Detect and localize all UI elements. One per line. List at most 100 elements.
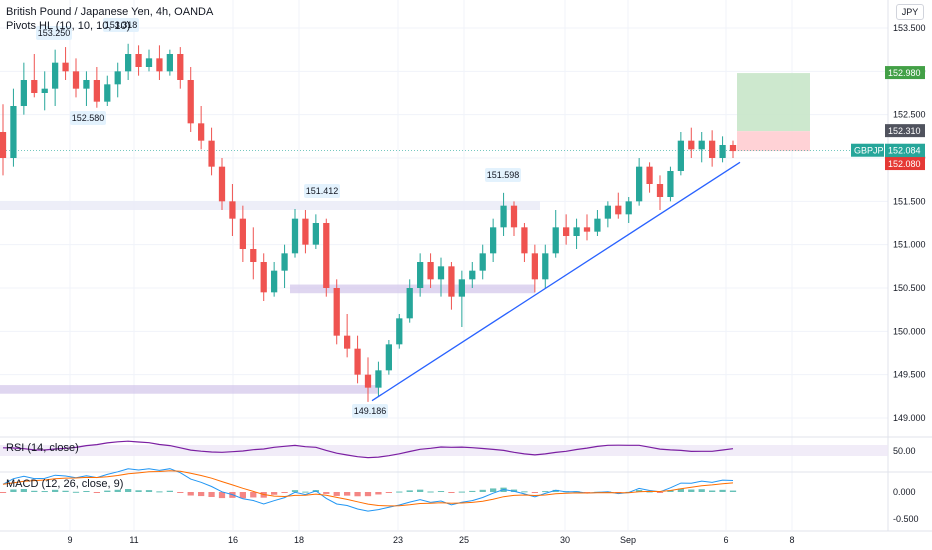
candle bbox=[667, 166, 674, 202]
candle-body bbox=[135, 54, 142, 67]
candle-body bbox=[114, 71, 121, 85]
x-tick-label: 25 bbox=[459, 535, 469, 545]
candle-body bbox=[521, 227, 528, 254]
support-zone-low bbox=[0, 385, 378, 394]
candle bbox=[250, 227, 257, 280]
y-tick-label: 149.000 bbox=[893, 413, 926, 423]
entry-price-tag-box bbox=[885, 124, 925, 138]
pivot-label: 153.250 bbox=[38, 28, 71, 38]
candle-body bbox=[156, 58, 163, 72]
macd-histogram-bar bbox=[10, 489, 17, 492]
candle-body bbox=[198, 123, 205, 141]
x-tick-label: Sep bbox=[620, 535, 636, 545]
candle-body bbox=[10, 106, 17, 158]
candle-body bbox=[542, 253, 549, 280]
candle bbox=[729, 140, 737, 158]
candle bbox=[531, 244, 538, 293]
candle-body bbox=[656, 184, 664, 197]
symbol-tag-box bbox=[851, 143, 884, 157]
candle bbox=[448, 262, 455, 310]
rsi-legend[interactable]: RSI (14, close) bbox=[6, 442, 79, 454]
candle bbox=[479, 244, 486, 280]
candle-body bbox=[177, 54, 184, 80]
candle bbox=[563, 214, 570, 245]
candle bbox=[239, 205, 246, 262]
candle bbox=[145, 49, 153, 72]
candle-body bbox=[239, 218, 246, 249]
candle bbox=[406, 279, 413, 323]
candle-body bbox=[677, 140, 684, 171]
macd-histogram-bar bbox=[323, 492, 330, 494]
candle bbox=[375, 361, 382, 397]
stop-price-tag-box bbox=[885, 157, 925, 171]
macd-histogram-bar bbox=[239, 492, 246, 499]
macd-histogram-bar bbox=[302, 491, 309, 493]
candle bbox=[510, 201, 518, 236]
symbol-tag: GBPJPY bbox=[854, 146, 890, 156]
x-tick-label: 11 bbox=[129, 535, 138, 545]
candle bbox=[677, 132, 684, 176]
candle-body bbox=[41, 88, 48, 93]
candle-body bbox=[625, 201, 632, 215]
candle-body bbox=[458, 279, 465, 297]
macd-histogram-bar bbox=[93, 492, 100, 493]
pivot-label: 151.598 bbox=[487, 170, 520, 180]
macd-histogram-bar bbox=[417, 489, 424, 492]
candle bbox=[271, 262, 278, 297]
pivot-label: 151.412 bbox=[306, 186, 339, 196]
candle bbox=[135, 45, 142, 76]
candle-body bbox=[667, 171, 674, 197]
candle-body bbox=[719, 145, 726, 158]
candle bbox=[656, 175, 664, 210]
pivot-label-box bbox=[485, 168, 521, 182]
candle-body bbox=[72, 71, 80, 89]
macd-legend[interactable]: MACD (12, 26, close, 9) bbox=[6, 478, 124, 490]
macd-histogram-bar bbox=[427, 491, 434, 493]
candle bbox=[469, 262, 476, 288]
y-tick-label: 153.500 bbox=[893, 23, 926, 33]
currency-button[interactable]: JPY bbox=[896, 4, 924, 20]
candle bbox=[114, 62, 121, 98]
candle-body bbox=[229, 201, 236, 219]
candle bbox=[312, 214, 319, 249]
candle-body bbox=[62, 62, 69, 72]
candle-body bbox=[291, 218, 299, 254]
macd-histogram-bar bbox=[145, 490, 153, 492]
pivot-label-box bbox=[103, 18, 139, 32]
pivot-label-box bbox=[36, 26, 72, 40]
macd-histogram-bar bbox=[448, 492, 455, 493]
candle-body bbox=[500, 205, 507, 228]
candle-body bbox=[93, 80, 100, 102]
macd-histogram-bar bbox=[437, 491, 445, 493]
macd-histogram-bar bbox=[52, 489, 59, 492]
macd-histogram-bar bbox=[656, 492, 664, 493]
rsi-tick-label: 50.00 bbox=[893, 446, 916, 456]
macd-histogram-bar bbox=[709, 490, 716, 492]
candle bbox=[198, 106, 205, 150]
candle bbox=[552, 210, 559, 258]
pivot-label: 152.580 bbox=[72, 113, 105, 123]
macd-histogram-bar bbox=[385, 492, 392, 493]
y-tick-label: 151.000 bbox=[893, 240, 926, 250]
pivot-label: 153.318 bbox=[105, 20, 138, 30]
candle-body bbox=[125, 54, 132, 72]
candle-body bbox=[396, 318, 403, 345]
pivots-legend[interactable]: Pivots HL (10, 10, 10, 10) bbox=[6, 20, 131, 32]
candle-body bbox=[573, 227, 580, 236]
macd-histogram-bar bbox=[198, 492, 205, 497]
chart-title: British Pound / Japanese Yen, 4h, OANDA bbox=[6, 6, 214, 18]
x-tick-label: 16 bbox=[228, 535, 238, 545]
candle bbox=[20, 62, 27, 115]
macd-histogram-bar bbox=[166, 490, 173, 492]
macd-histogram-bar bbox=[677, 488, 684, 492]
macd-tick-label: -0.500 bbox=[893, 514, 919, 524]
candle bbox=[719, 136, 726, 163]
candle bbox=[437, 257, 445, 297]
candle-body bbox=[479, 253, 486, 271]
macd-histogram-bar bbox=[354, 492, 361, 497]
x-tick-label: 9 bbox=[67, 535, 72, 545]
candle bbox=[417, 253, 424, 297]
candle-body bbox=[636, 166, 643, 202]
x-tick-label: 18 bbox=[294, 535, 304, 545]
